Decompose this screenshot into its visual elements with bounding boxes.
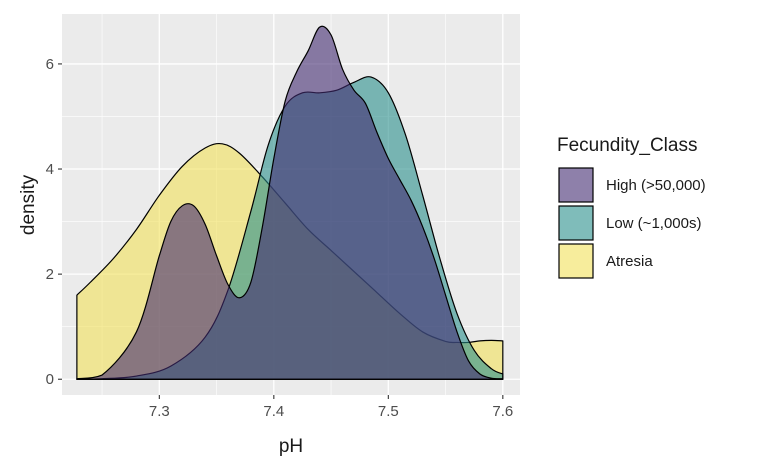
legend-label-atresia: Atresia [606,253,653,270]
x-tick-label: 7.5 [378,403,399,420]
y-tick-label: 6 [46,56,54,73]
density-area-high-50-000 [76,25,504,380]
legend-title: Fecundity_Class [557,135,697,156]
axes: 7.3 7.4 7.5 7.6 0 2 4 6 [46,56,514,420]
x-tick-label: 7.6 [492,403,513,420]
x-tick-label: 7.4 [263,403,284,420]
y-axis-title: density [18,174,39,235]
legend-swatch-atresia [558,243,594,279]
legend: Fecundity_Class High (>50,000) Low (~1,00… [557,135,706,279]
y-tick-label: 0 [46,371,54,388]
x-tick-label: 7.3 [149,403,170,420]
legend-swatch-low-1-000s [558,205,594,241]
legend-label-high-50-000: High (>50,000) [606,177,706,194]
density-areas [76,25,504,380]
legend-label-low-1-000s: Low (~1,000s) [606,215,701,232]
y-tick-label: 4 [46,161,54,178]
y-tick-label: 2 [46,266,54,283]
legend-swatch-high-50-000 [558,167,594,203]
x-axis-title: pH [279,436,303,457]
